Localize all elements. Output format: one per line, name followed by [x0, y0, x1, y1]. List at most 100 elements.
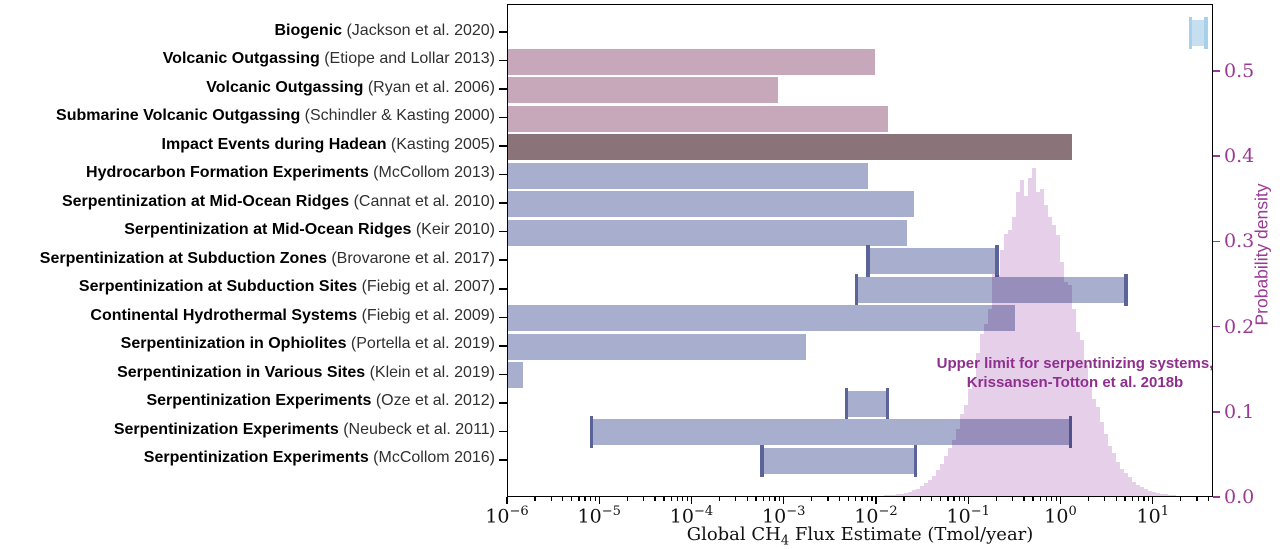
- range-cap: [844, 387, 849, 420]
- data-bar: [1190, 20, 1207, 46]
- bars-layer: [508, 5, 1212, 496]
- range-cap: [995, 245, 999, 278]
- x-minor-tick: [1180, 497, 1182, 501]
- x-minor-tick: [1087, 497, 1090, 501]
- x-major-tick: [1152, 497, 1154, 504]
- y-tick: [499, 31, 507, 33]
- x-tick-label: 101: [1136, 504, 1169, 528]
- category-label: Continental Hydrothermal Systems (Fiebig…: [1, 307, 495, 325]
- category-label: Serpentinization in Various Sites (Klein…: [1, 364, 495, 382]
- x-minor-tick: [779, 497, 781, 501]
- data-bar: [508, 191, 914, 218]
- right-tick: [1213, 411, 1220, 413]
- category-label: Impact Events during Hadean (Kasting 200…: [1, 136, 495, 154]
- x-tick-label: 10−4: [669, 504, 714, 528]
- category-name: Serpentinization at Subduction Zones: [39, 249, 327, 267]
- x-minor-tick: [1032, 497, 1034, 501]
- x-minor-tick: [1011, 497, 1014, 501]
- range-cap: [1188, 17, 1193, 49]
- range-cap: [1204, 17, 1208, 49]
- x-minor-tick: [774, 497, 776, 501]
- x-minor-tick: [562, 497, 564, 501]
- category-citation: (Portella et al. 2019): [346, 335, 495, 353]
- x-minor-tick: [939, 497, 942, 501]
- x-tick-label: 10−1: [946, 504, 990, 528]
- x-minor-tick: [686, 497, 689, 501]
- x-minor-tick: [682, 497, 684, 501]
- x-tick-label: 10−5: [577, 504, 621, 528]
- y-tick: [499, 459, 507, 461]
- x-minor-tick: [1055, 497, 1058, 501]
- x-minor-tick: [903, 497, 905, 501]
- x-minor-tick: [847, 497, 850, 501]
- x-minor-tick: [1196, 497, 1198, 501]
- category-name: Impact Events during Hadean: [161, 135, 387, 153]
- data-bar: [856, 276, 1126, 303]
- range-cap: [760, 444, 764, 477]
- x-major-tick: [875, 497, 877, 504]
- category-name: Serpentinization in Ophiolites: [120, 335, 347, 353]
- x-minor-tick: [1124, 497, 1126, 501]
- x-major-tick: [506, 497, 508, 504]
- x-minor-tick: [762, 497, 765, 501]
- x-minor-tick: [642, 497, 645, 501]
- x-minor-tick: [919, 497, 921, 501]
- category-name: Serpentinization in Various Sites: [117, 363, 366, 381]
- right-tick: [1213, 240, 1220, 243]
- x-minor-tick: [871, 497, 873, 501]
- category-name: Biogenic: [274, 21, 343, 39]
- category-citation: (Oze et al. 2012): [371, 392, 495, 410]
- x-minor-tick: [947, 497, 949, 501]
- y-tick: [499, 88, 507, 90]
- category-name: Continental Hydrothermal Systems: [90, 306, 358, 324]
- y-tick: [499, 345, 507, 347]
- data-bar: [508, 305, 1015, 332]
- category-citation: (Ryan et al. 2006): [363, 78, 495, 96]
- category-name: Serpentinization Experiments: [143, 449, 369, 467]
- right-tick-label: 0.5: [1224, 60, 1255, 83]
- y-tick: [499, 373, 507, 376]
- range-cap: [854, 273, 859, 306]
- x-minor-tick: [963, 497, 965, 501]
- category-citation: (Jackson et al. 2020): [342, 21, 495, 39]
- category-label: Serpentinization at Subduction Zones (Br…: [1, 250, 495, 268]
- x-minor-tick: [768, 497, 771, 501]
- x-minor-tick: [861, 497, 863, 501]
- range-cap: [885, 387, 890, 420]
- x-minor-tick: [1143, 497, 1145, 501]
- category-citation: (Klein et al. 2019): [365, 363, 495, 381]
- x-minor-tick: [827, 497, 829, 501]
- y-tick: [499, 402, 507, 404]
- x-minor-tick: [663, 497, 665, 501]
- range-cap: [866, 245, 870, 278]
- category-name: Submarine Volcanic Outgassing: [56, 107, 301, 125]
- y-tick: [499, 173, 507, 176]
- annotation-line2: Krissansen-Totton et al. 2018b: [966, 374, 1184, 391]
- x-tick-label: 100: [1044, 504, 1077, 528]
- category-label: Serpentinization Experiments (Neubeck et…: [1, 421, 495, 439]
- data-bar: [508, 333, 806, 360]
- x-minor-tick: [1131, 497, 1134, 501]
- y-tick: [499, 259, 507, 261]
- y-tick: [499, 202, 507, 204]
- plot-area: Upper limit for serpentinizing systems, …: [507, 4, 1213, 497]
- category-label: Submarine Volcanic Outgassing (Schindler…: [1, 107, 495, 125]
- category-citation: (Fiebig et al. 2007): [357, 278, 495, 296]
- x-minor-tick: [1039, 497, 1041, 501]
- category-citation: (Schindler & Kasting 2000): [300, 107, 495, 125]
- category-label: Volcanic Outgassing (Ryan et al. 2006): [1, 79, 495, 97]
- x-tick-label: 10−6: [485, 504, 529, 528]
- right-tick-label: 0.1: [1224, 400, 1255, 423]
- category-name: Serpentinization at Subduction Sites: [78, 278, 358, 296]
- right-tick-label: 0.4: [1224, 145, 1255, 168]
- y-tick: [499, 316, 507, 319]
- x-minor-tick: [1148, 497, 1150, 501]
- data-bar: [762, 447, 916, 474]
- x-minor-tick: [811, 497, 813, 501]
- category-label: Serpentinization at Subduction Sites (Fi…: [1, 278, 495, 296]
- range-cap: [1124, 273, 1128, 306]
- data-bar: [508, 362, 523, 389]
- x-minor-tick: [1207, 497, 1210, 501]
- right-tick: [1213, 155, 1220, 157]
- category-name: Hydrocarbon Formation Experiments: [86, 164, 369, 182]
